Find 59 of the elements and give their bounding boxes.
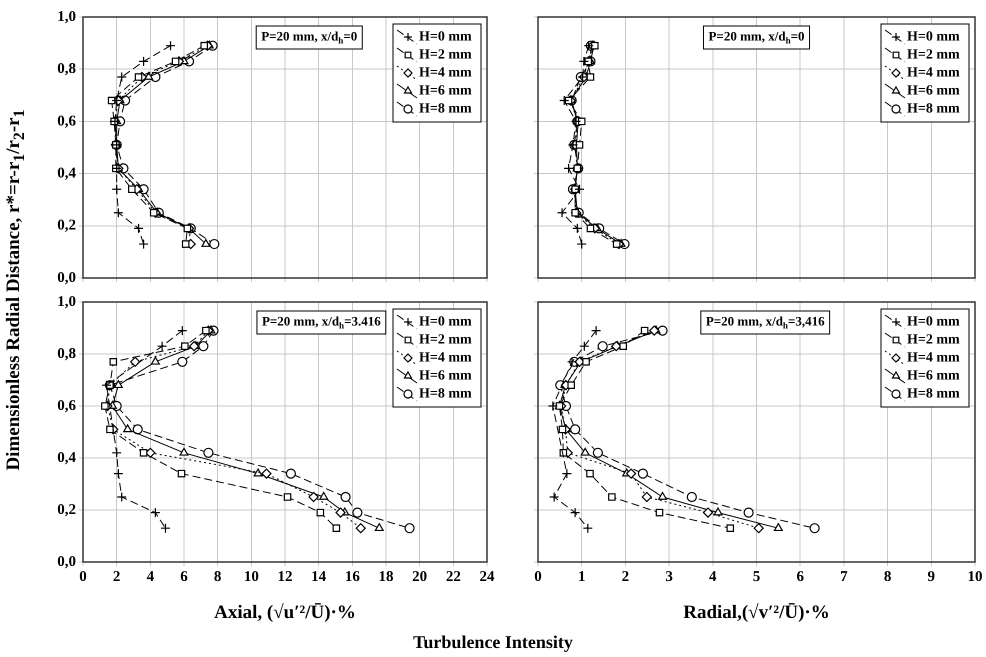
- x-tick-label: 5: [752, 568, 760, 585]
- x-tick-label: 3: [665, 568, 673, 585]
- legend-label: H=6 mm: [419, 368, 472, 384]
- legend-label: H=2 mm: [907, 332, 960, 348]
- x-tick-label: 12: [278, 568, 292, 585]
- x-tick-label: 4: [146, 568, 155, 585]
- x-tick-label: 10: [968, 568, 982, 585]
- x-tick-label: 2: [622, 568, 630, 585]
- legend-label: H=0 mm: [907, 30, 960, 45]
- legend-label: H=4 mm: [907, 66, 960, 81]
- x-tick-label: 16: [344, 568, 360, 585]
- legend-label: H=8 mm: [907, 386, 960, 402]
- x-tick-label: 14: [311, 568, 327, 585]
- x-tick-label: 24: [480, 568, 495, 585]
- legend-label: H=0 mm: [419, 314, 472, 330]
- y-tick-label: 0,6: [57, 398, 76, 414]
- legend-label: H=8 mm: [419, 386, 472, 402]
- x-tick-label: 8: [884, 568, 892, 585]
- y-tick-label: 0,8: [57, 61, 76, 78]
- x-tick-label: 2: [112, 568, 120, 585]
- legend-label: H=8 mm: [907, 102, 960, 117]
- legend-label: H=8 mm: [419, 102, 472, 117]
- x-axis-title: Radial,(√v′²/Ū)·%: [683, 602, 830, 624]
- legend-label: H=4 mm: [419, 66, 472, 81]
- x-tick-label: 0: [534, 568, 542, 585]
- x-axis-title: Axial, (√u′²/Ū)·%: [214, 602, 356, 624]
- legend-label: H=2 mm: [907, 48, 960, 63]
- x-tick-label: 4: [709, 568, 718, 585]
- y-tick-label: 0,0: [57, 554, 76, 570]
- legend-label: H=6 mm: [419, 84, 472, 99]
- x-tick-label: 7: [840, 568, 848, 585]
- legend-label: H=4 mm: [907, 350, 960, 366]
- y-tick-label: 0,4: [57, 165, 76, 182]
- y-tick-label: 0,0: [57, 270, 76, 286]
- x-tick-label: 6: [180, 568, 188, 585]
- x-tick-label: 9: [928, 568, 936, 585]
- y-tick-label: 0,2: [57, 502, 76, 518]
- y-tick-label: 0,8: [57, 346, 76, 362]
- y-tick-label: 1,0: [57, 8, 76, 25]
- x-tick-label: 6: [796, 568, 804, 585]
- x-tick-label: 18: [378, 568, 394, 585]
- legend-label: H=0 mm: [419, 30, 472, 45]
- legend-label: H=6 mm: [907, 368, 960, 384]
- x-tick-label: 0: [79, 568, 87, 585]
- y-tick-label: 1,0: [57, 294, 76, 310]
- x-tick-label: 8: [214, 568, 222, 585]
- legend-label: H=4 mm: [419, 350, 472, 366]
- y-tick-label: 0,4: [57, 450, 76, 466]
- y-tick-label: 0,2: [57, 218, 76, 234]
- legend-label: H=2 mm: [419, 332, 472, 348]
- x-tick-label: 1: [578, 568, 586, 585]
- x-tick-label: 22: [446, 568, 461, 585]
- legend-label: H=6 mm: [907, 84, 960, 99]
- y-tick-label: 0,6: [57, 113, 76, 130]
- legend-label: H=2 mm: [419, 48, 472, 63]
- x-tick-label: 10: [244, 568, 259, 585]
- legend-label: H=0 mm: [907, 314, 960, 330]
- text: Turbulence Intensity: [413, 632, 573, 653]
- x-tick-label: 20: [412, 568, 428, 585]
